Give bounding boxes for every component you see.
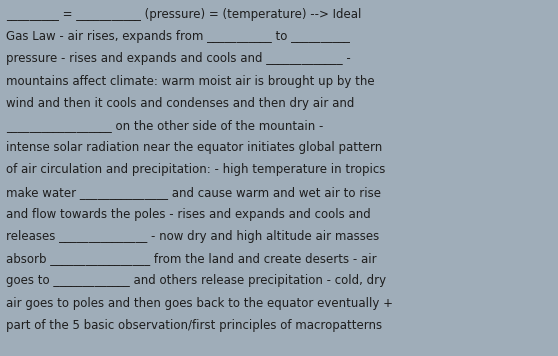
Text: of air circulation and precipitation: - high temperature in tropics: of air circulation and precipitation: - …	[6, 163, 386, 177]
Text: releases _______________ - now dry and high altitude air masses: releases _______________ - now dry and h…	[6, 230, 379, 243]
Text: mountains affect climate: warm moist air is brought up by the: mountains affect climate: warm moist air…	[6, 75, 374, 88]
Text: goes to _____________ and others release precipitation - cold, dry: goes to _____________ and others release…	[6, 274, 386, 287]
Text: _________ = ___________ (pressure) = (temperature) --> Ideal: _________ = ___________ (pressure) = (te…	[6, 8, 362, 21]
Text: make water _______________ and cause warm and wet air to rise: make water _______________ and cause war…	[6, 185, 381, 199]
Text: intense solar radiation near the equator initiates global pattern: intense solar radiation near the equator…	[6, 141, 382, 154]
Text: wind and then it cools and condenses and then dry air and: wind and then it cools and condenses and…	[6, 97, 354, 110]
Text: air goes to poles and then goes back to the equator eventually +: air goes to poles and then goes back to …	[6, 297, 393, 310]
Text: __________________ on the other side of the mountain -: __________________ on the other side of …	[6, 119, 324, 132]
Text: Gas Law - air rises, expands from ___________ to __________: Gas Law - air rises, expands from ______…	[6, 30, 350, 43]
Text: pressure - rises and expands and cools and _____________ -: pressure - rises and expands and cools a…	[6, 52, 351, 66]
Text: and flow towards the poles - rises and expands and cools and: and flow towards the poles - rises and e…	[6, 208, 371, 221]
Text: absorb _________________ from the land and create deserts - air: absorb _________________ from the land a…	[6, 252, 377, 265]
Text: part of the 5 basic observation/first principles of macropatterns: part of the 5 basic observation/first pr…	[6, 319, 382, 332]
